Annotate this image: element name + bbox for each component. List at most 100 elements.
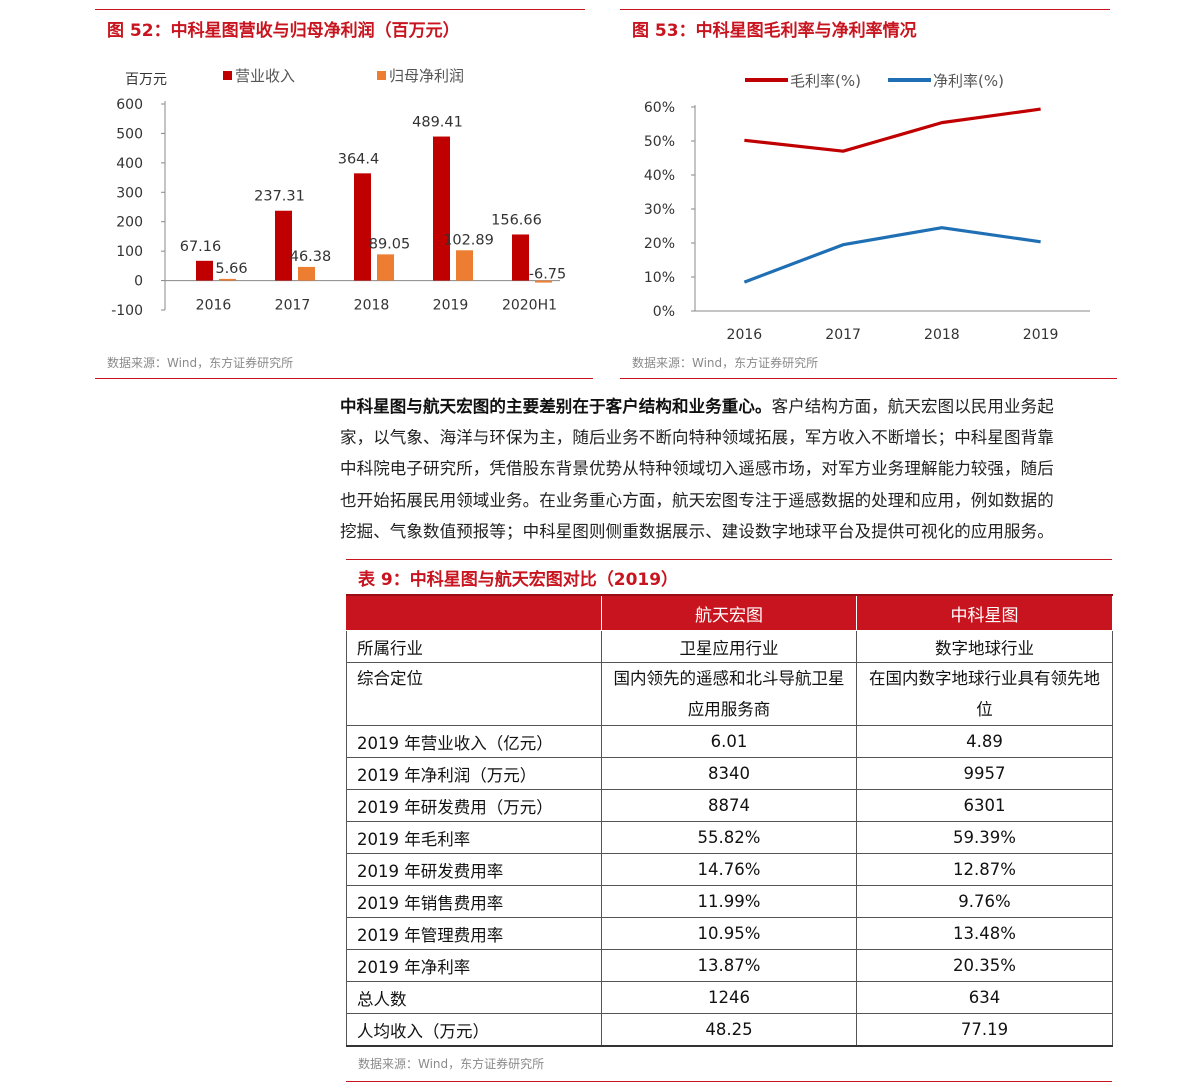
table-row-label: 所属行业 <box>346 630 602 663</box>
fig52-bar-revenue <box>512 234 529 281</box>
table-cell: 在国内数字地球行业具有领先地位 <box>856 662 1113 726</box>
table-cell: 55.82% <box>601 821 857 854</box>
fig52-chart: 百万元 营业收入 归母净利润 -100 0 100 200 300 400 500 600 20… <box>111 67 567 319</box>
fig52-x-tick-label: 2016 <box>196 298 232 314</box>
fig52-unit-label: 百万元 <box>125 72 167 88</box>
paragraph-line: 中科院电子研究所，凭借股东背景优势从特种领域切入遥感市场，对军方业务理解能力较强… <box>340 453 1110 484</box>
table-cell: 634 <box>856 981 1113 1014</box>
paragraph-text: 客户结构方面，航天宏图以民用业务起 <box>771 397 1054 416</box>
table-row-label: 2019 年管理费用率 <box>346 917 602 950</box>
fig53-top-rule <box>620 9 1110 10</box>
fig52-data-label: 67.16 <box>180 239 222 255</box>
fig52-data-label: -6.75 <box>529 267 567 283</box>
table-cell: 8340 <box>601 757 857 790</box>
table-cell: 48.25 <box>601 1013 857 1047</box>
table-row: 2019 年研发费用（万元） 8874 6301 <box>346 789 1113 822</box>
fig52-bottom-rule <box>95 378 593 379</box>
fig52-x-tick-label: 2018 <box>354 298 390 314</box>
fig52-y-tick-label: 400 <box>116 156 143 172</box>
fig52-title: 图 52：中科星图营收与归母净利润（百万元） <box>107 21 460 41</box>
fig52-bar-profit <box>219 278 236 281</box>
table-row: 2019 年研发费用率 14.76% 12.87% <box>346 853 1113 886</box>
comparison-table: 航天宏图 中科星图 所属行业 卫星应用行业 数字地球行业 综合定位 国内领先的遥感和北斗… <box>346 594 1113 1047</box>
fig53-y-tick-label: 60% <box>644 100 675 116</box>
fig52-legend-swatch-revenue <box>223 71 232 80</box>
table-cell: 14.76% <box>601 853 857 886</box>
fig52-y-tick-label: 200 <box>116 215 143 231</box>
fig52-bar-revenue <box>354 173 371 281</box>
fig53-y-tick-label: 10% <box>644 270 675 286</box>
fig53-y-tick-label: 30% <box>644 202 675 218</box>
fig52-y-tick-label: 100 <box>116 244 143 260</box>
fig52-bar-profit <box>298 266 315 281</box>
fig52-top-rule <box>95 9 585 10</box>
table-row-label: 2019 年销售费用率 <box>346 885 602 918</box>
fig53-bottom-rule <box>620 378 1117 379</box>
fig52-data-label: 89.05 <box>369 236 411 252</box>
table-cell: 9957 <box>856 757 1113 790</box>
fig52-data-label: 46.38 <box>290 249 332 265</box>
fig53-series-gross-margin <box>744 107 1041 153</box>
table-row: 人均收入（万元） 48.25 77.19 <box>346 1013 1113 1047</box>
fig53-x-tick-label: 2017 <box>825 327 861 343</box>
table-cell: 13.87% <box>601 949 857 982</box>
paragraph-text: 中科院电子研究所，凭借股东背景优势从特种领域切入遥感市场，对军方业务理解能力较强… <box>340 459 1054 479</box>
table-row-label: 综合定位 <box>346 662 602 726</box>
fig53-title: 图 53：中科星图毛利率与净利率情况 <box>632 21 917 41</box>
paragraph-line: 也开始拓展民用领域业务。在业务重心方面，航天宏图专注于遥感数据的处理和应用，例如… <box>340 485 1110 516</box>
paragraph-line: 挖掘、气象数值预报等；中科星图则侧重数据展示、建设数字地球平台及提供可视化的应用… <box>340 516 1110 547</box>
table-cell: 8874 <box>601 789 857 822</box>
table-row-label: 2019 年毛利率 <box>346 821 602 854</box>
paragraph-text: 家，以气象、海洋与环保为主，随后业务不断向特种领域拓展，军方收入不断增长；中科星… <box>340 428 1054 448</box>
table-row-label: 2019 年营业收入（亿元） <box>346 725 602 758</box>
fig52-y-tick-label: -100 <box>111 303 143 319</box>
table-row: 2019 年营业收入（亿元） 6.01 4.89 <box>346 725 1113 758</box>
table-row: 总人数 1246 634 <box>346 981 1113 1014</box>
table-header-piesat: 航天宏图 <box>601 594 857 631</box>
fig52-y-tick-label: 300 <box>116 185 143 201</box>
table-cell: 1246 <box>601 981 857 1014</box>
table-cell: 数字地球行业 <box>856 630 1113 663</box>
fig52-y-tick-label: 0 <box>134 274 143 290</box>
paragraph-text: 挖掘、气象数值预报等；中科星图则侧重数据展示、建设数字地球平台及提供可视化的应用… <box>340 521 1054 541</box>
table-row-label: 2019 年研发费用（万元） <box>346 789 602 822</box>
fig52-data-label: 156.66 <box>491 212 542 228</box>
fig52-legend-profit: 归母净利润 <box>389 67 464 85</box>
paragraph-lead: 中科星图与航天宏图的主要差别在于客户结构和业务重心。 <box>340 397 772 416</box>
table-cell: 13.48% <box>856 917 1113 950</box>
table-cell: 4.89 <box>856 725 1113 758</box>
table-cell: 20.35% <box>856 949 1113 982</box>
table-header-row: 航天宏图 中科星图 <box>346 594 1113 631</box>
table9-title: 表 9：中科星图与航天宏图对比（2019） <box>358 570 679 590</box>
table9-source: 数据来源：Wind，东方证券研究所 <box>358 1057 545 1071</box>
table-row: 综合定位 国内领先的遥感和北斗导航卫星应用服务商 在国内数字地球行业具有领先地位 <box>346 662 1113 726</box>
fig53-series-net-margin <box>743 226 1041 284</box>
table-row-label: 人均收入（万元） <box>346 1013 602 1047</box>
table-cell: 77.19 <box>856 1013 1113 1047</box>
table-cell: 国内领先的遥感和北斗导航卫星应用服务商 <box>601 662 857 726</box>
table-cell: 9.76% <box>856 885 1113 918</box>
table-row: 2019 年管理费用率 10.95% 13.48% <box>346 917 1113 950</box>
table-header-geovis: 中科星图 <box>856 594 1113 631</box>
table-row: 2019 年毛利率 55.82% 59.39% <box>346 821 1113 854</box>
fig52-bar-revenue <box>275 210 292 281</box>
table-row-label: 2019 年研发费用率 <box>346 853 602 886</box>
fig53-y-tick-label: 0% <box>653 304 675 320</box>
paragraph-text: 也开始拓展民用领域业务。在业务重心方面，航天宏图专注于遥感数据的处理和应用，例如… <box>340 490 1054 510</box>
table-cell: 10.95% <box>601 917 857 950</box>
fig52-y-tick-label: 500 <box>116 126 143 142</box>
fig52-bar-revenue <box>196 260 213 281</box>
table-cell: 6301 <box>856 789 1113 822</box>
fig52-data-label: 237.31 <box>254 189 305 205</box>
fig52-x-tick-label: 2020H1 <box>502 298 557 314</box>
table-row-label: 2019 年净利润（万元） <box>346 757 602 790</box>
fig52-legend-swatch-profit <box>377 71 386 80</box>
fig53-legend-net: 净利率(%) <box>933 72 1004 90</box>
table-cell: 12.87% <box>856 853 1113 886</box>
fig53-legend-gross: 毛利率(%) <box>790 72 861 90</box>
table-row-label: 总人数 <box>346 981 602 1014</box>
table-cell: 卫星应用行业 <box>601 630 857 663</box>
fig53-x-tick-label: 2018 <box>924 327 960 343</box>
fig52-bar-profit <box>535 280 552 283</box>
fig52-bar-profit <box>456 250 473 281</box>
